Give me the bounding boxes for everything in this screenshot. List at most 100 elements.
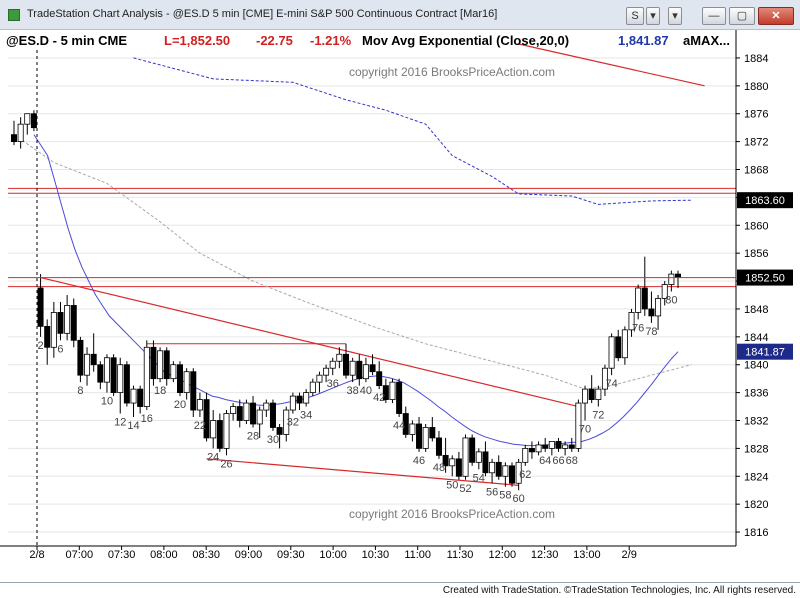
- candle-body-up: [655, 298, 662, 317]
- y-tick-label: 1824: [744, 471, 768, 483]
- x-tick-label: 11:00: [404, 549, 431, 561]
- y-tick-label: 1880: [744, 81, 768, 93]
- grid-lines: [8, 57, 736, 533]
- candle: [396, 378, 403, 418]
- y-tick-label: 1836: [744, 388, 768, 400]
- candle-body-down: [216, 420, 223, 449]
- candle: [628, 308, 635, 337]
- candle: [422, 423, 429, 452]
- candle-body-down: [469, 437, 476, 463]
- candle: [223, 410, 230, 456]
- candle: [210, 410, 217, 449]
- candle: [528, 441, 535, 459]
- candle: [263, 399, 270, 418]
- price-tags: 1863.60 1852.50 1841.87: [8, 192, 793, 360]
- candle-body-down: [57, 312, 64, 334]
- candle-body-down: [110, 357, 117, 394]
- y-tick-label: 1860: [744, 220, 768, 232]
- x-tick-label: 09:30: [277, 549, 305, 561]
- bar-count-label: 40: [360, 385, 372, 397]
- candle-body-up: [103, 357, 110, 383]
- candle-body-down: [236, 406, 243, 421]
- candle: [382, 378, 389, 404]
- candle-body-down: [416, 423, 423, 449]
- bar-count-label: 74: [605, 378, 617, 390]
- candle-body-up: [64, 305, 71, 334]
- candle: [97, 361, 104, 390]
- candle-body-up: [323, 367, 330, 376]
- candle: [143, 340, 150, 411]
- candle: [230, 403, 237, 421]
- y-tick-label: 1828: [744, 443, 768, 455]
- candle-body-up: [608, 336, 615, 369]
- candlesticks: [10, 110, 682, 491]
- price-tag-label: 1852.50: [745, 273, 785, 285]
- candle: [349, 357, 356, 383]
- candle-body-down: [675, 273, 682, 278]
- candle-body-up: [409, 423, 416, 435]
- candle-body-up: [283, 409, 290, 435]
- candle-body-up: [243, 402, 250, 421]
- candle-body-down: [396, 381, 403, 414]
- candle-body-up: [230, 406, 237, 414]
- candle-body-down: [376, 371, 383, 387]
- candle-body-up: [475, 451, 482, 463]
- candle-body-up: [635, 287, 642, 313]
- candle-body-up: [621, 329, 628, 359]
- maximize-button[interactable]: ▢: [729, 7, 755, 25]
- watermark-bottom: copyright 2016 BrooksPriceAction.com: [349, 507, 555, 521]
- candle: [110, 354, 117, 397]
- options-dropdown-icon[interactable]: ▾: [668, 7, 682, 25]
- study-value-label: 1,841.87: [618, 33, 669, 48]
- candle-body-down: [648, 308, 655, 317]
- last-price-label: L=1,852.50: [164, 33, 230, 48]
- candle: [137, 385, 144, 414]
- bar-count-label: 62: [519, 469, 531, 481]
- x-tick-label: 12:00: [489, 549, 517, 561]
- bar-count-label: 44: [393, 420, 405, 432]
- candle: [575, 399, 582, 452]
- candle-body-down: [641, 287, 648, 310]
- footer-text: Created with TradeStation. ©TradeStation…: [442, 585, 796, 596]
- candle-body-up: [24, 113, 31, 125]
- candle: [269, 399, 276, 431]
- candle-body-up: [462, 437, 469, 477]
- candle: [562, 441, 569, 456]
- candle: [17, 117, 24, 149]
- candle: [296, 392, 303, 411]
- candle: [30, 110, 37, 132]
- candle-body-up: [157, 350, 164, 380]
- candle: [176, 361, 183, 397]
- bar-count-label: 80: [665, 295, 677, 307]
- candle: [548, 441, 555, 456]
- bar-count-label: 72: [592, 410, 604, 422]
- y-tick-label: 1816: [744, 527, 768, 539]
- symbol-link-dropdown-icon[interactable]: ▾: [646, 7, 660, 25]
- candle-body-up: [548, 441, 555, 449]
- minimize-button[interactable]: —: [702, 7, 726, 25]
- candle: [601, 364, 608, 397]
- study2-label: aMAX...: [683, 33, 730, 48]
- candle-body-down: [542, 444, 549, 449]
- close-button[interactable]: ✕: [758, 7, 794, 25]
- y-tick-label: 1868: [744, 165, 768, 177]
- candle: [621, 326, 628, 365]
- candle-body-up: [223, 413, 230, 449]
- y-tick-label: 1820: [744, 499, 768, 511]
- x-tick-label: 10:30: [362, 549, 390, 561]
- candle: [402, 406, 409, 438]
- bar-count-label: 78: [645, 326, 657, 338]
- candle-body-down: [482, 451, 489, 474]
- candle-body-up: [668, 273, 675, 285]
- bar-count-label: 12: [114, 417, 126, 429]
- candle-body-up: [449, 458, 456, 467]
- candle: [44, 319, 51, 365]
- candle-body-up: [628, 312, 635, 331]
- symbol-link-button[interactable]: S: [626, 7, 644, 25]
- candle: [475, 448, 482, 470]
- candle-body-up: [316, 374, 323, 383]
- candle: [323, 364, 330, 383]
- price-chart[interactable]: copyright 2016 BrooksPriceAction.com cop…: [0, 30, 800, 582]
- price-tag-label: 1863.60: [745, 195, 785, 207]
- change-percent-label: -1.21%: [310, 33, 352, 48]
